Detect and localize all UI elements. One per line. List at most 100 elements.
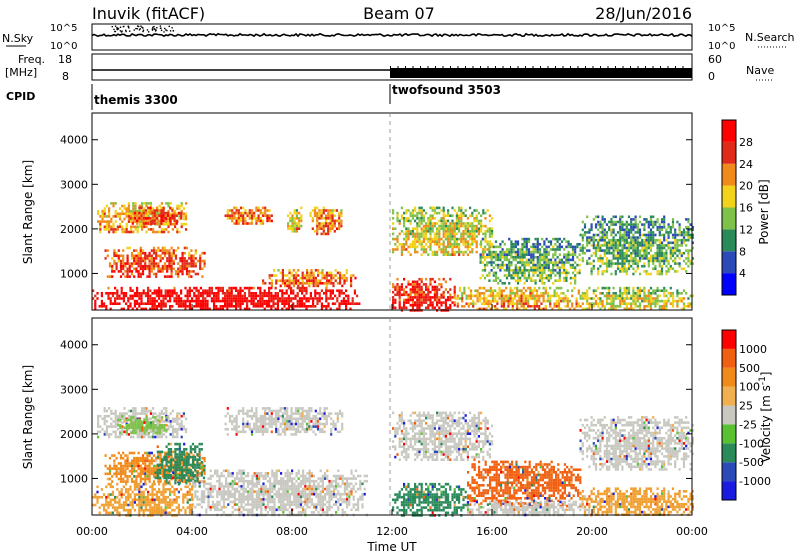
data-cell [296,302,299,305]
data-cell [527,240,531,243]
data-cell [674,262,677,265]
data-cell [97,430,100,434]
data-cell [574,269,577,272]
data-cell [317,269,320,272]
data-cell [334,279,337,282]
data-cell [458,243,461,246]
data-cell [643,233,646,237]
data-cell [192,270,195,273]
data-cell [451,219,454,223]
data-cell [647,305,650,308]
data-cell [275,422,278,426]
data-cell [136,286,139,290]
data-cell [259,430,262,434]
data-cell [208,307,211,311]
data-cell [135,257,138,260]
data-cell [149,206,152,210]
data-cell [460,240,463,243]
data-cell [597,246,600,250]
data-cell [305,417,309,421]
data-cell [565,279,568,282]
data-cell [275,425,278,428]
data-cell [549,302,552,305]
data-cell [286,414,289,418]
data-cell [134,418,137,422]
data-cell [407,293,410,297]
data-cell [610,244,613,247]
data-cell [113,251,116,255]
data-cell [400,250,403,254]
data-cell [163,249,167,252]
data-cell [310,271,313,275]
data-cell [527,286,530,290]
data-cell [477,222,480,225]
data-cell [185,430,188,434]
data-cell [292,307,295,311]
data-cell [132,225,135,229]
data-cell [176,204,179,208]
data-cell [573,307,576,311]
data-cell [136,211,139,215]
data-cell [414,245,417,249]
data-cell [496,307,499,311]
data-cell [134,228,137,231]
data-cell [433,206,436,210]
data-cell [553,302,556,305]
data-cell [538,276,542,280]
data-cell [239,302,242,305]
data-cell [557,299,561,303]
data-cell [288,276,291,280]
data-cell [601,218,604,221]
data-cell [422,232,425,236]
data-cell [125,209,128,213]
data-cell [119,262,123,265]
data-cell [127,220,130,223]
data-cell [305,292,308,295]
data-cell [491,217,494,220]
data-cell [460,237,463,241]
data-cell [654,289,657,292]
data-cell [111,294,114,298]
data-cell [351,297,354,300]
data-cell [685,249,688,252]
data-cell [176,230,179,234]
data-cell [616,264,620,268]
data-cell [259,427,262,431]
data-cell [132,230,135,234]
data-cell [290,286,293,290]
data-cell [571,302,574,305]
data-cell [420,227,423,230]
data-cell [505,269,509,272]
data-cell [281,269,284,272]
data-cell [188,307,191,311]
data-cell [125,225,128,229]
data-cell [140,307,143,311]
data-cell [339,279,342,282]
data-cell [440,248,443,251]
data-cell [625,225,628,229]
data-cell [636,241,639,245]
data-cell [455,243,458,246]
data-cell [534,250,537,254]
data-cell [193,299,196,303]
data-cell [149,211,152,215]
data-cell [287,222,290,225]
data-cell [169,289,172,292]
data-cell [157,262,160,265]
data-cell [254,297,257,300]
data-cell [160,202,163,205]
data-cell [414,303,417,307]
data-cell [608,244,611,247]
data-cell [455,237,458,241]
data-cell [543,258,546,262]
data-cell [201,259,204,263]
data-cell [458,214,461,217]
data-cell [202,294,205,298]
data-cell [165,418,168,422]
data-cell [133,214,137,217]
data-cell [603,228,606,232]
data-cell [358,302,361,305]
data-cell [638,294,642,298]
data-cell [142,222,145,225]
data-cell [416,280,419,284]
